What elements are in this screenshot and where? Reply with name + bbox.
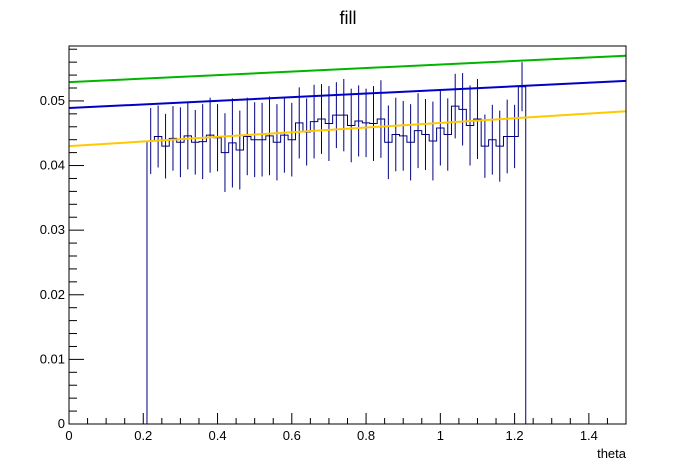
y-tick-label: 0.05	[40, 93, 65, 108]
y-tick-label: 0.03	[40, 222, 65, 237]
x-tick-label: 1.4	[580, 428, 598, 443]
series-line-1	[68, 54, 627, 84]
y-tick-label: 0.01	[40, 351, 65, 366]
x-tick-label: 0.2	[134, 428, 152, 443]
series-line-3	[68, 110, 627, 148]
plot-content	[68, 54, 627, 424]
x-tick-label: 1.2	[506, 428, 524, 443]
y-axis: 0 0.01 0.02 0.03 0.04 0.05	[40, 48, 84, 431]
x-tick-label: 0.6	[283, 428, 301, 443]
histogram-outline	[146, 86, 526, 154]
x-tick-label: 0.4	[208, 428, 226, 443]
x-tick-label: 0.8	[357, 428, 375, 443]
x-axis-label: theta	[597, 446, 627, 461]
x-axis: 0 0.2 0.4 0.6 0.8 1 1.2 1.4	[65, 413, 627, 443]
x-tick-label: 0	[65, 428, 72, 443]
chart-title: fill	[340, 8, 357, 28]
y-tick-label: 0.04	[40, 158, 65, 173]
y-tick-label: 0.02	[40, 287, 65, 302]
series-line-2	[68, 79, 627, 110]
x-tick-label: 1	[437, 428, 444, 443]
y-tick-label: 0	[58, 416, 65, 431]
